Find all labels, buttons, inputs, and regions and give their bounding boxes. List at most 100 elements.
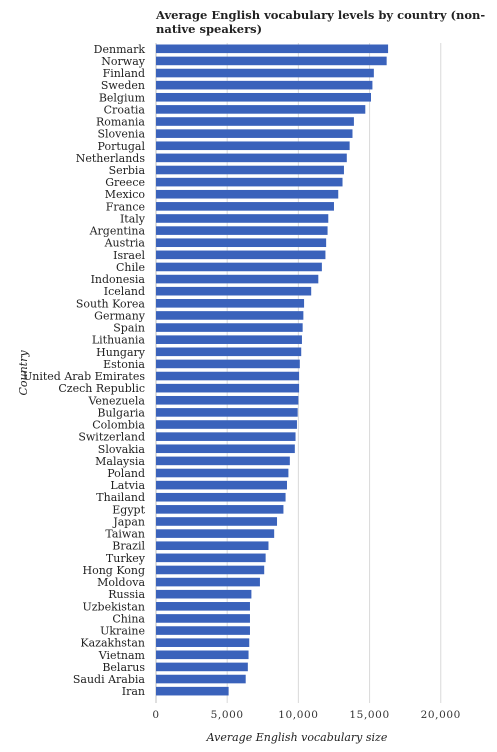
y-tick-label: Chile <box>116 261 145 274</box>
y-tick-label: Slovenia <box>97 128 145 141</box>
bar <box>156 541 269 551</box>
y-tick-label: Norway <box>101 55 145 68</box>
y-tick-label: Hungary <box>96 346 146 359</box>
y-tick-label: Lithuania <box>92 334 146 347</box>
chart-title: Average English vocabulary levels by cou… <box>156 8 486 36</box>
bar <box>156 177 343 187</box>
bar <box>156 68 374 78</box>
y-tick-label: Mexico <box>105 188 146 201</box>
y-tick-label: Slovakia <box>98 443 146 456</box>
bar <box>156 80 373 90</box>
y-tick-label: Venezuela <box>87 394 145 407</box>
y-tick-label: China <box>112 612 145 625</box>
bar <box>156 468 289 478</box>
y-tick-label: Croatia <box>104 103 146 116</box>
y-tick-label: Thailand <box>96 491 145 504</box>
y-tick-label: Italy <box>120 212 146 225</box>
bar <box>156 371 300 381</box>
y-tick-label: Japan <box>112 515 145 528</box>
y-tick-label: Latvia <box>110 479 145 492</box>
bar <box>156 686 229 696</box>
y-tick-label: Brazil <box>112 540 145 553</box>
y-tick-label: Serbia <box>109 164 146 177</box>
y-tick-label: United Arab Emirates <box>23 370 145 383</box>
bar <box>156 432 296 441</box>
bar <box>156 480 287 490</box>
bar <box>156 505 284 514</box>
y-tick-label: South Korea <box>76 297 146 310</box>
bar <box>156 141 350 151</box>
bar <box>156 674 246 684</box>
bar <box>156 650 249 660</box>
y-tick-label: Egypt <box>112 503 145 516</box>
y-tick-label: Colombia <box>92 419 145 432</box>
y-tick-label: Moldova <box>97 576 145 589</box>
y-tick-label: Portugal <box>98 140 146 153</box>
bar <box>156 299 305 308</box>
x-tick-label: 5,000 <box>211 709 244 721</box>
y-tick-label: Bulgaria <box>97 406 145 419</box>
bar <box>156 614 250 623</box>
bar <box>156 129 353 138</box>
y-tick-label: Russia <box>108 588 145 601</box>
y-tick-labels: DenmarkNorwayFinlandSwedenBelgiumCroatia… <box>23 43 146 698</box>
bar <box>156 553 266 563</box>
y-tick-label: Kazakhstan <box>80 637 145 650</box>
y-tick-label: Belgium <box>99 91 146 104</box>
bar <box>156 92 371 102</box>
bar <box>156 238 327 248</box>
bar <box>156 420 297 429</box>
bar <box>156 286 312 296</box>
y-tick-label: Spain <box>113 322 145 335</box>
bar <box>156 117 354 126</box>
y-tick-label: Belarus <box>102 661 145 674</box>
bar <box>156 589 252 599</box>
bar <box>156 517 278 526</box>
bars-layer <box>156 44 389 696</box>
y-tick-label: Saudi Arabia <box>73 673 146 686</box>
x-tick-label: 0 <box>152 709 159 721</box>
bar <box>156 662 248 672</box>
y-tick-label: Malaysia <box>95 455 145 468</box>
bar <box>156 456 290 466</box>
y-tick-label: Indonesia <box>91 273 146 286</box>
bar <box>156 335 302 344</box>
y-tick-label: France <box>106 200 145 213</box>
bar <box>156 214 329 223</box>
x-tick-labels: 0 5,000 10,000 15,000 20,000 <box>152 709 461 721</box>
bar <box>156 565 265 575</box>
y-tick-label: Israel <box>113 249 145 262</box>
y-tick-label: Hong Kong <box>82 564 145 577</box>
bar <box>156 395 299 405</box>
bar <box>156 577 260 587</box>
x-tick-label: 20,000 <box>421 709 461 721</box>
bar <box>156 165 344 175</box>
bar <box>156 189 339 199</box>
bar <box>156 492 286 502</box>
y-tick-label: Romania <box>96 116 145 129</box>
bar <box>156 226 328 235</box>
bar <box>156 383 300 393</box>
y-tick-label: Argentina <box>89 225 146 238</box>
y-tick-label: Germany <box>94 309 146 322</box>
y-tick-label: Estonia <box>103 358 145 371</box>
x-tick-label: 15,000 <box>349 709 389 721</box>
x-axis-title: Average English vocabulary size <box>206 731 388 744</box>
y-tick-label: Iceland <box>104 285 145 298</box>
bar <box>156 274 319 284</box>
bar <box>156 153 347 163</box>
bar <box>156 250 326 260</box>
y-tick-label: Czech Republic <box>58 382 145 395</box>
bar <box>156 602 250 611</box>
y-tick-label: Sweden <box>101 79 145 92</box>
y-tick-label: Iran <box>122 685 145 698</box>
bar <box>156 444 295 454</box>
y-tick-label: Taiwan <box>105 528 145 541</box>
y-tick-label: Vietnam <box>98 649 146 662</box>
y-tick-label: Greece <box>105 176 145 189</box>
bar <box>156 56 387 66</box>
y-axis-title: Country <box>17 350 30 396</box>
bar <box>156 359 300 369</box>
y-tick-label: Netherlands <box>76 152 146 165</box>
